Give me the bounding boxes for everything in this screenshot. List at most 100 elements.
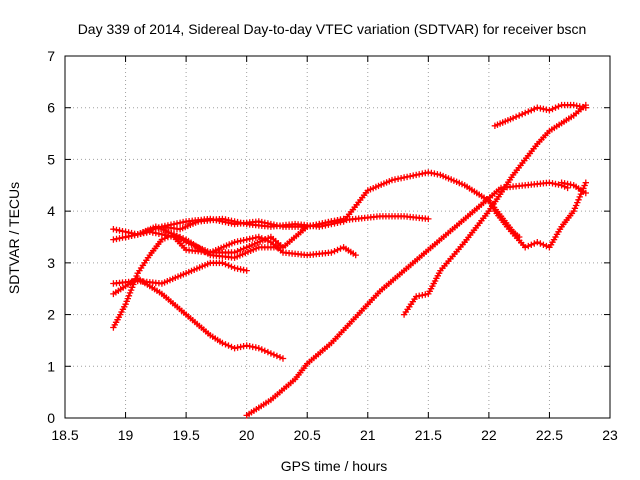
data-point: [572, 202, 580, 209]
data-point: [571, 205, 579, 212]
data-point: [261, 347, 268, 354]
data-point: [116, 235, 123, 242]
data-point: [570, 101, 577, 109]
data-point: [129, 284, 136, 291]
data-point: [540, 105, 547, 113]
data-point: [116, 227, 123, 234]
axis-layer: [64, 55, 611, 419]
data-point: [228, 343, 235, 351]
x-axis-label: GPS time / hours: [281, 458, 388, 474]
y-tick-label: 2: [47, 307, 55, 323]
series-line: [112, 277, 284, 360]
data-point: [131, 231, 138, 239]
x-tick-label: 21.5: [415, 427, 442, 443]
series-track-7: [158, 169, 523, 241]
data-point: [273, 352, 281, 360]
x-tick-label: 20.5: [294, 427, 321, 443]
data-point: [534, 104, 541, 111]
data-point: [431, 170, 438, 177]
data-point: [531, 105, 538, 113]
data-point: [331, 248, 338, 255]
data-point: [237, 266, 244, 273]
data-point: [270, 351, 278, 358]
data-point: [152, 229, 159, 237]
data-point: [410, 172, 417, 179]
y-tick-label: 4: [47, 203, 55, 219]
data-point: [352, 251, 359, 259]
data-point: [534, 239, 541, 246]
x-tick-label: 21: [360, 427, 376, 443]
series-track-12: [558, 179, 589, 197]
data-point: [413, 293, 420, 300]
data-point: [228, 263, 235, 270]
data-point: [122, 301, 129, 308]
data-point: [176, 219, 184, 226]
data-point: [126, 289, 134, 297]
data-point: [537, 240, 544, 247]
x-tick-label: 19: [118, 427, 134, 443]
data-point: [425, 215, 432, 223]
data-point: [222, 341, 229, 348]
data-point: [179, 235, 187, 242]
data-point: [567, 181, 574, 188]
data-point: [225, 342, 232, 349]
y-tick-label: 3: [47, 255, 55, 271]
data-point: [173, 232, 181, 239]
data-point: [267, 350, 275, 357]
data-point: [155, 224, 163, 231]
data-point: [237, 343, 244, 351]
data-point: [237, 246, 244, 254]
data-point: [228, 217, 235, 224]
data-point: [125, 292, 133, 299]
data-point: [570, 207, 577, 215]
series-track-9: [400, 101, 589, 318]
y-axis-label: SDTVAR / TECUs: [6, 182, 22, 294]
data-point: [164, 232, 172, 239]
data-point: [334, 219, 341, 226]
data-point: [546, 107, 553, 114]
data-point: [525, 242, 532, 250]
data-point: [509, 114, 517, 122]
data-point: [576, 103, 583, 110]
data-point: [222, 261, 229, 268]
data-point: [249, 235, 256, 242]
data-point: [279, 355, 287, 362]
data-point: [231, 345, 238, 352]
data-point: [561, 180, 568, 187]
y-tick-label: 7: [47, 48, 55, 64]
x-tick-label: 20: [239, 427, 255, 443]
data-point: [419, 292, 426, 299]
data-point: [225, 262, 232, 269]
data-point: [516, 112, 523, 119]
y-tick-label: 5: [47, 151, 55, 167]
data-point: [522, 109, 529, 117]
data-point: [125, 233, 132, 240]
data-point: [222, 216, 229, 223]
chart-title: Day 339 of 2014, Sidereal Day-to-day VTE…: [78, 21, 587, 37]
data-point: [528, 107, 535, 114]
data-point: [234, 218, 241, 226]
data-point: [574, 199, 581, 206]
data-point: [110, 226, 117, 233]
x-tick-label: 18.5: [51, 427, 78, 443]
data-point: [549, 105, 556, 113]
data-point: [555, 103, 562, 110]
data-point: [519, 111, 526, 118]
x-tick-label: 23: [602, 427, 618, 443]
data-point: [403, 173, 411, 181]
data-point: [255, 233, 262, 241]
data-point: [231, 249, 238, 256]
data-point: [581, 182, 588, 189]
data-point: [255, 345, 262, 352]
plot-frame: [64, 55, 611, 419]
data-point: [522, 244, 529, 251]
data-point: [322, 222, 329, 229]
data-point: [231, 239, 238, 246]
data-point: [252, 344, 259, 351]
series-track-11: [491, 179, 589, 251]
data-point: [234, 248, 241, 255]
data-point: [575, 196, 582, 203]
